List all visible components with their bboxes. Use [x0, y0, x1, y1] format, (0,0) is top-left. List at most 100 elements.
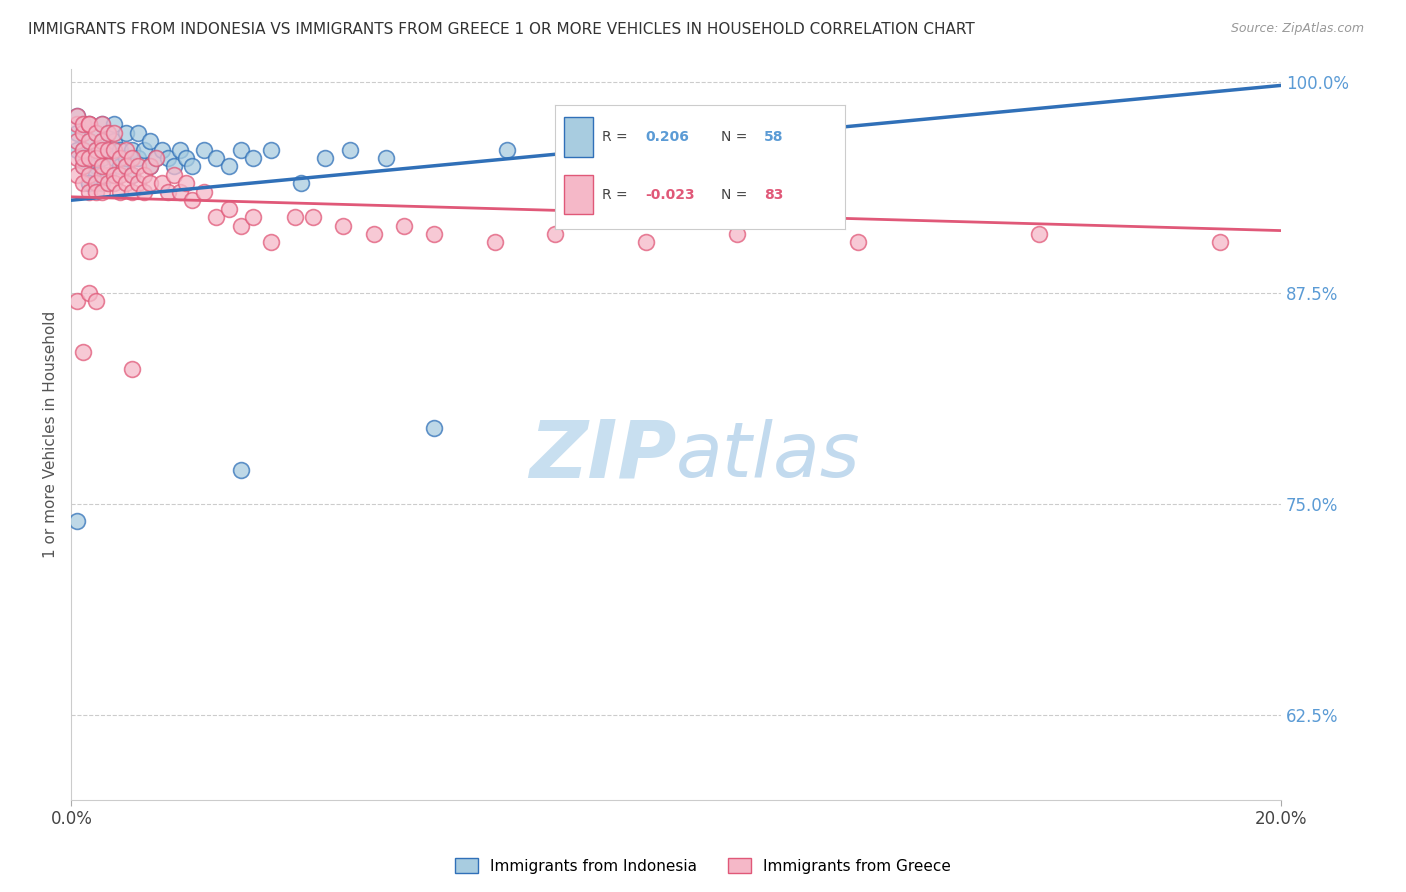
Point [157, 185, 180, 199]
Point [103, 117, 125, 131]
Point [79, 185, 101, 199]
Point [103, 126, 125, 140]
Point [66, 143, 89, 157]
Point [846, 235, 869, 250]
Point [72, 143, 94, 157]
Point [205, 151, 228, 165]
Point [121, 151, 143, 165]
Point [260, 235, 283, 250]
Point [84, 177, 107, 191]
Point [205, 210, 228, 224]
Y-axis label: 1 or more Vehicles in Household: 1 or more Vehicles in Household [44, 310, 58, 558]
Point [229, 463, 252, 477]
Point [72, 177, 94, 191]
Point [90, 134, 112, 148]
Point [193, 143, 215, 157]
Point [90, 117, 112, 131]
Point [84, 143, 107, 157]
Point [72, 160, 94, 174]
Point [90, 134, 112, 148]
Point [544, 227, 567, 241]
Point [97, 143, 120, 157]
Point [66, 109, 89, 123]
Point [121, 185, 143, 199]
Point [79, 151, 101, 165]
Point [127, 126, 149, 140]
Point [121, 143, 143, 157]
Point [242, 151, 264, 165]
Point [84, 151, 107, 165]
Point [181, 160, 204, 174]
Point [484, 235, 506, 250]
Point [302, 210, 325, 224]
Point [1028, 227, 1050, 241]
Point [229, 219, 252, 233]
Point [66, 134, 89, 148]
Point [66, 126, 89, 140]
Point [108, 143, 131, 157]
Point [114, 126, 136, 140]
Point [79, 168, 101, 182]
Point [114, 143, 136, 157]
Point [139, 160, 162, 174]
Point [90, 151, 112, 165]
Point [66, 294, 89, 309]
Point [72, 143, 94, 157]
Point [150, 177, 173, 191]
Point [72, 151, 94, 165]
Point [84, 126, 107, 140]
Point [79, 134, 101, 148]
Point [423, 227, 446, 241]
Point [79, 244, 101, 258]
Point [127, 151, 149, 165]
Point [127, 177, 149, 191]
Point [79, 177, 101, 191]
Point [127, 160, 149, 174]
Point [163, 168, 186, 182]
Point [84, 294, 107, 309]
Point [79, 286, 101, 301]
Text: IMMIGRANTS FROM INDONESIA VS IMMIGRANTS FROM GREECE 1 OR MORE VEHICLES IN HOUSEH: IMMIGRANTS FROM INDONESIA VS IMMIGRANTS … [28, 22, 974, 37]
Point [84, 185, 107, 199]
Point [108, 160, 131, 174]
Point [66, 168, 89, 182]
Point [392, 219, 415, 233]
Point [157, 151, 180, 165]
Point [284, 210, 307, 224]
Point [97, 160, 120, 174]
Point [132, 168, 155, 182]
Point [79, 117, 101, 131]
Point [132, 143, 155, 157]
Point [97, 143, 120, 157]
Point [229, 143, 252, 157]
Point [97, 177, 120, 191]
Text: ZIP: ZIP [529, 417, 676, 495]
Legend: Immigrants from Indonesia, Immigrants from Greece: Immigrants from Indonesia, Immigrants fr… [449, 852, 957, 880]
Point [97, 126, 120, 140]
Point [97, 168, 120, 182]
Point [90, 117, 112, 131]
Point [72, 345, 94, 359]
Point [363, 227, 385, 241]
Point [90, 160, 112, 174]
Point [725, 227, 748, 241]
Point [121, 168, 143, 182]
Point [66, 514, 89, 528]
Point [108, 185, 131, 199]
Point [84, 168, 107, 182]
Point [79, 117, 101, 131]
Point [114, 151, 136, 165]
Point [114, 160, 136, 174]
Point [139, 134, 162, 148]
Point [79, 117, 101, 131]
Point [66, 109, 89, 123]
Point [84, 160, 107, 174]
Point [72, 117, 94, 131]
Point [242, 210, 264, 224]
Point [72, 126, 94, 140]
Point [72, 151, 94, 165]
Point [79, 134, 101, 148]
Point [374, 151, 396, 165]
Point [163, 160, 186, 174]
Point [108, 168, 131, 182]
